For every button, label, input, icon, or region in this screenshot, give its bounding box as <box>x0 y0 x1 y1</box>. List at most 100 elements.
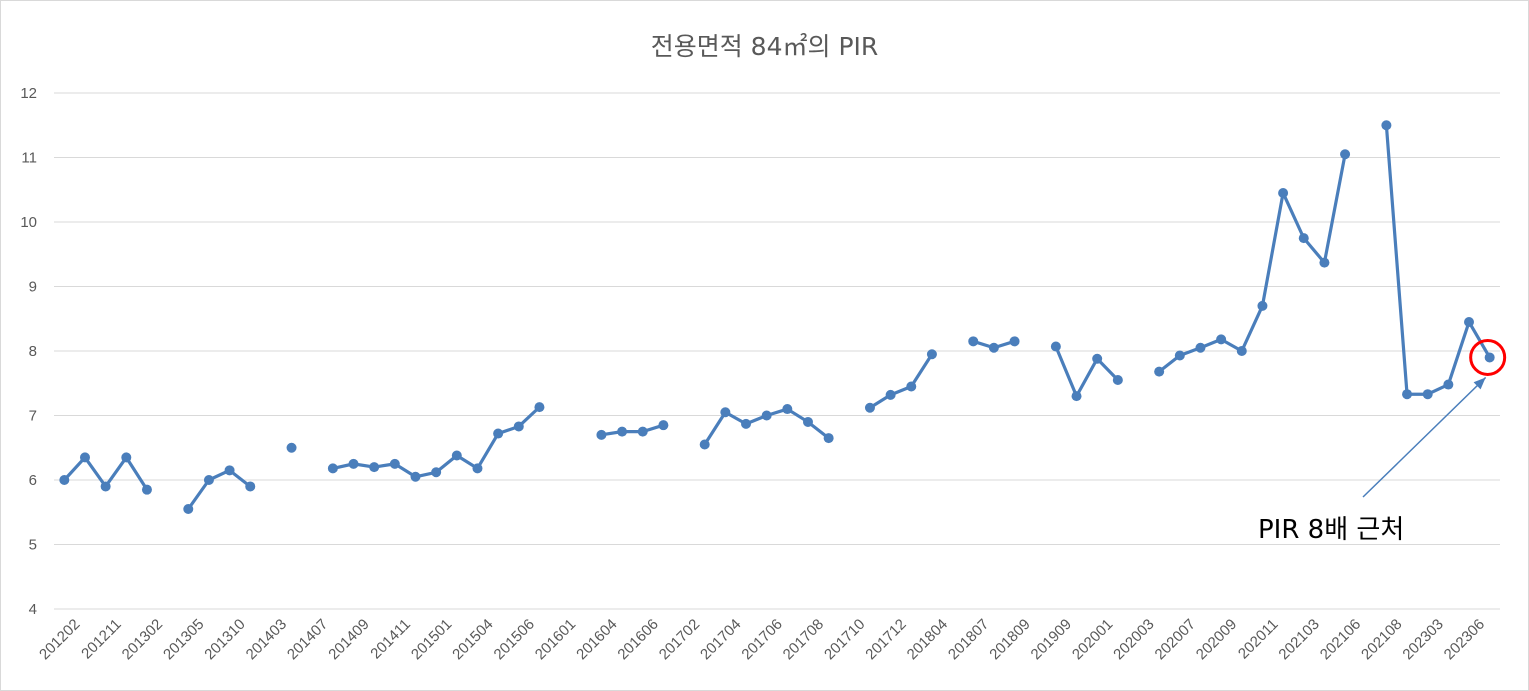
data-point <box>1071 391 1082 402</box>
data-point <box>1402 389 1413 400</box>
x-tick-label: 202106 <box>1317 616 1364 663</box>
x-tick-label: 201807 <box>945 616 992 663</box>
data-point <box>100 481 111 492</box>
data-point <box>1484 352 1495 363</box>
data-point <box>1009 336 1020 347</box>
series-segment <box>186 468 252 510</box>
series-segment <box>601 423 664 437</box>
data-point <box>348 458 359 469</box>
data-point <box>761 410 772 421</box>
y-tick-label: 10 <box>20 214 37 231</box>
series-segment <box>1054 345 1119 398</box>
data-point <box>1422 389 1433 400</box>
y-tick-label: 5 <box>29 537 37 554</box>
data-point <box>1464 316 1475 327</box>
x-tick-label: 201804 <box>904 616 951 663</box>
data-point <box>617 426 628 437</box>
data-point <box>141 484 152 495</box>
annotation-arrow <box>1362 376 1487 498</box>
x-tick-label: 201710 <box>821 616 868 663</box>
data-point <box>1174 350 1185 361</box>
x-tick-label: 201409 <box>325 616 372 663</box>
data-point <box>926 349 937 360</box>
data-point <box>596 429 607 440</box>
x-tick-label: 201712 <box>862 616 909 663</box>
y-tick-label: 6 <box>29 472 37 489</box>
data-point <box>823 433 834 444</box>
x-tick-label: 201702 <box>656 616 703 663</box>
data-point <box>1298 233 1309 244</box>
x-tick-label: 202001 <box>1069 616 1116 663</box>
data-point <box>369 462 380 473</box>
gridlines <box>54 92 1500 610</box>
x-axis-ticks: 2012022012112013022013052013102014032014… <box>36 616 1488 663</box>
data-point <box>720 407 731 418</box>
data-point <box>1092 353 1103 364</box>
x-tick-label: 202003 <box>1110 616 1157 663</box>
data-point <box>245 481 256 492</box>
data-point <box>1154 366 1165 377</box>
data-point <box>451 450 462 461</box>
data-point <box>699 439 710 450</box>
x-tick-label: 201909 <box>1028 616 1075 663</box>
data-point <box>968 336 979 347</box>
data-point <box>1216 334 1227 345</box>
x-tick-label: 202009 <box>1193 616 1240 663</box>
data-point <box>59 475 70 485</box>
series-segment <box>332 405 541 479</box>
x-tick-label: 201606 <box>614 616 661 663</box>
data-point <box>1236 346 1247 356</box>
x-tick-label: 201809 <box>986 616 1033 663</box>
data-point <box>431 467 442 478</box>
x-tick-label: 201411 <box>367 616 414 663</box>
data-point <box>410 471 421 482</box>
data-point <box>389 458 400 469</box>
data-point <box>286 442 297 453</box>
y-tick-label: 11 <box>21 150 37 167</box>
data-point <box>1381 120 1392 131</box>
y-tick-label: 9 <box>29 279 37 296</box>
x-tick-label: 201706 <box>738 616 785 663</box>
annotation-arrowhead <box>1473 377 1486 390</box>
chart-title: 전용면적 84㎡의 PIR <box>650 32 879 61</box>
data-point <box>513 421 524 432</box>
x-tick-label: 201202 <box>36 616 83 663</box>
series-segment <box>1384 125 1492 396</box>
data-point <box>224 465 235 476</box>
x-tick-label: 201504 <box>449 616 496 663</box>
series-segment <box>869 353 934 410</box>
data-point <box>988 342 999 353</box>
data-point <box>802 416 813 427</box>
y-tick-label: 8 <box>29 343 37 360</box>
annotation-text: PIR 8배 근처 <box>1258 515 1404 545</box>
data-point <box>1195 342 1206 353</box>
x-tick-label: 202303 <box>1399 616 1446 663</box>
data-point <box>203 475 214 485</box>
data-point <box>493 428 504 439</box>
x-tick-label: 201403 <box>243 616 290 663</box>
annotation: PIR 8배 근처 <box>1258 338 1507 545</box>
x-tick-label: 201211 <box>78 616 125 663</box>
y-tick-label: 4 <box>29 601 37 618</box>
x-tick-label: 201310 <box>201 616 248 663</box>
data-point <box>782 404 793 415</box>
x-tick-label: 202108 <box>1358 616 1405 663</box>
highlight-circle <box>1469 338 1507 376</box>
data-point <box>1278 187 1289 198</box>
x-tick-label: 201501 <box>408 616 455 663</box>
data-point <box>1050 341 1061 352</box>
data-point <box>885 389 896 400</box>
x-tick-label: 202306 <box>1441 616 1488 663</box>
x-tick-label: 201601 <box>532 616 579 663</box>
x-tick-label: 201708 <box>780 616 827 663</box>
data-point <box>864 402 875 413</box>
data-point <box>741 418 752 429</box>
y-tick-label: 12 <box>20 85 37 102</box>
data-point <box>906 381 917 392</box>
y-axis-ticks: 4 5 6 7 8 9 10 11 12 <box>20 85 37 618</box>
data-point <box>534 402 545 413</box>
data-point <box>637 426 648 437</box>
data-point <box>79 452 90 463</box>
